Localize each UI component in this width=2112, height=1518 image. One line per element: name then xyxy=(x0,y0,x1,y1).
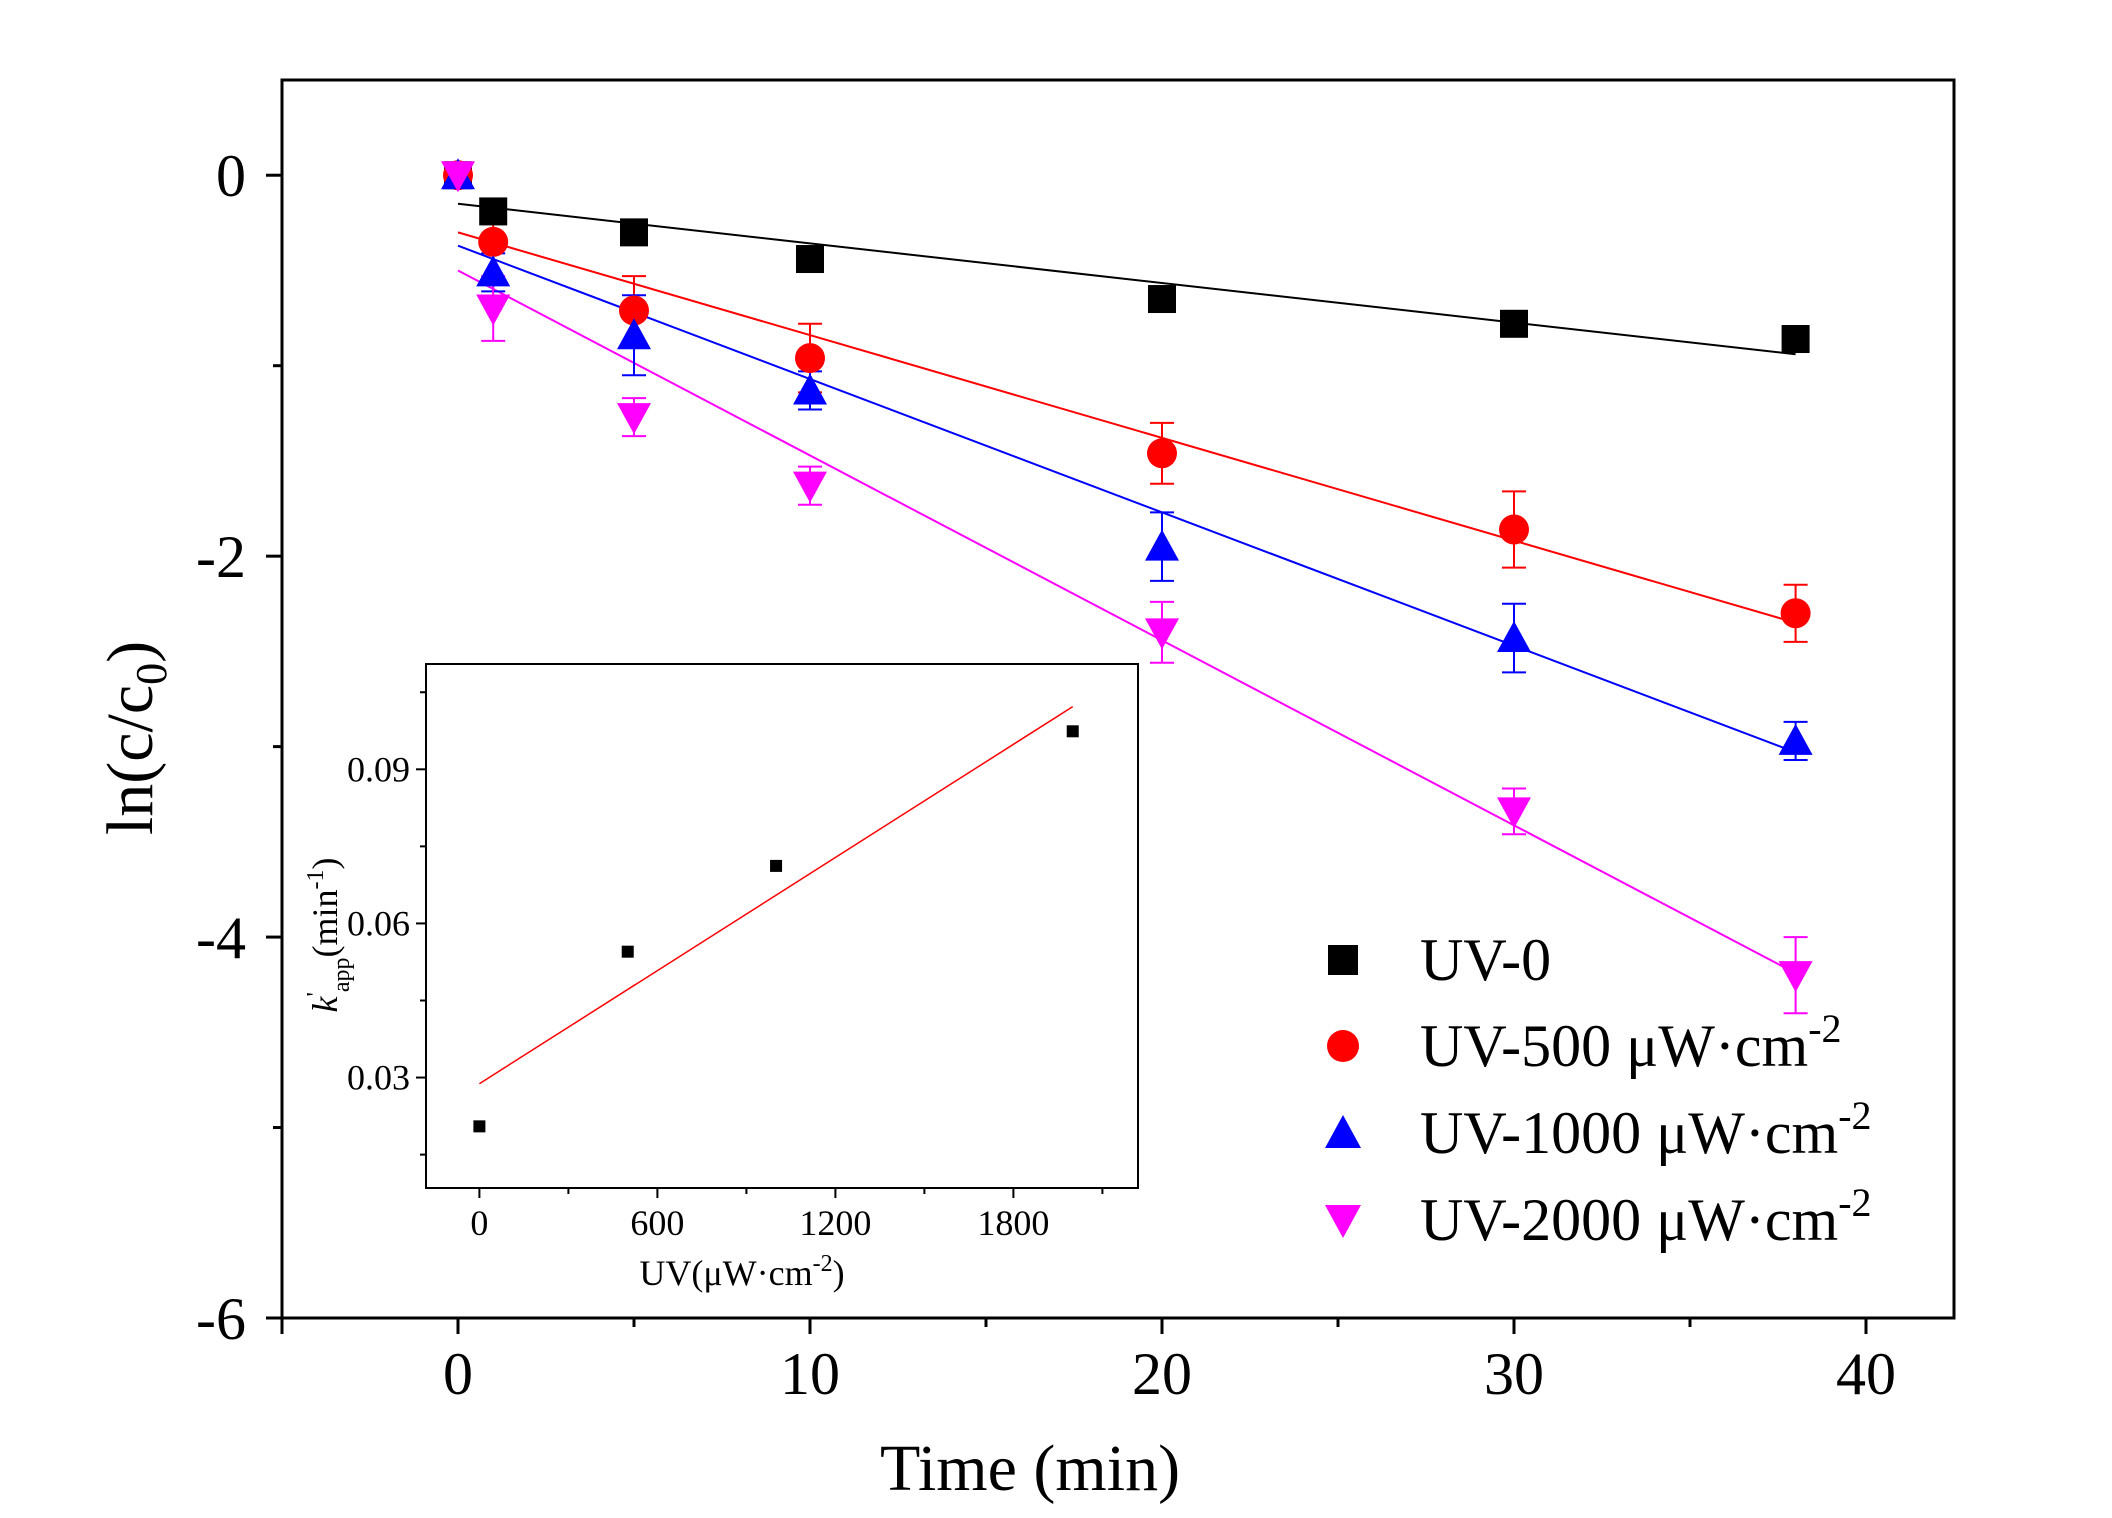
data-point-2 xyxy=(1778,723,1813,755)
legend-label-base-0: UV-0 xyxy=(1420,927,1551,993)
main-y-tick-label: 0 xyxy=(216,143,246,209)
main-y-axis-label: ln(c/c0) xyxy=(94,641,176,835)
legend-label-base-1: UV-500 μW·cm xyxy=(1420,1013,1808,1079)
inset-x-tick-label: 600 xyxy=(630,1203,684,1243)
inset-background xyxy=(426,664,1138,1188)
legend-label-2: UV-1000 μW·cm-2 xyxy=(1420,1093,1872,1166)
main-y-tick-label: -6 xyxy=(196,1286,246,1352)
data-point-1 xyxy=(795,343,825,374)
data-point-1 xyxy=(619,295,649,326)
inset-x-label-base: UV(μW·cm xyxy=(639,1253,812,1293)
data-point-0 xyxy=(620,218,648,247)
inset-data-points xyxy=(473,725,1079,1133)
legend-label-sup-1: -2 xyxy=(1808,1006,1841,1051)
inset-fit-line xyxy=(478,706,1074,1085)
inset-y-axis-label: k'app(min-1) xyxy=(303,858,355,1013)
main-y-label-base: ln(c/c xyxy=(94,685,167,835)
legend-label-3: UV-2000 μW·cm-2 xyxy=(1420,1180,1872,1253)
inset-plot-frame xyxy=(425,663,1139,1189)
inset-y-label-k: k xyxy=(305,995,345,1012)
main-x-tick-label: 10 xyxy=(780,1341,840,1407)
inset-tick-labels: 0 600 1200 1800 0.03 0.06 0.09 xyxy=(347,749,1049,1243)
inset-data-point xyxy=(770,859,783,872)
legend-label-sup-2: -2 xyxy=(1838,1093,1871,1138)
data-point-1 xyxy=(1147,438,1177,469)
data-point-3 xyxy=(1145,618,1179,650)
main-x-axis-label: Time (min) xyxy=(880,1432,1180,1505)
main-y-tick-label: -4 xyxy=(196,905,246,971)
main-data-markers xyxy=(441,158,1813,993)
inset-y-label-mid: (min xyxy=(305,890,345,958)
data-point-3 xyxy=(476,294,511,326)
inset-y-label-sub: app xyxy=(329,958,355,993)
legend-marker-1 xyxy=(1327,1030,1359,1062)
inset-x-label-sup: -2 xyxy=(813,1251,833,1277)
inset-data-point xyxy=(1066,725,1079,738)
inset-y-tick-label: 0.06 xyxy=(347,903,410,943)
data-point-2 xyxy=(1145,529,1179,561)
legend-label-base-2: UV-1000 μW·cm xyxy=(1420,1100,1838,1166)
main-y-tick-label: -2 xyxy=(196,524,246,590)
legend-label-1: UV-500 μW·cm-2 xyxy=(1420,1006,1842,1079)
legend-marker-2 xyxy=(1325,1115,1361,1148)
data-point-0 xyxy=(1148,285,1176,314)
main-y-label-sub: 0 xyxy=(127,663,176,685)
fit-line-1 xyxy=(457,231,1796,624)
legend-label-base-3: UV-2000 μW·cm xyxy=(1420,1187,1838,1253)
main-tick-labels: 0 10 20 30 40 0 -2 -4 -6 xyxy=(196,143,1896,1407)
data-point-1 xyxy=(1499,514,1529,545)
data-point-3 xyxy=(1778,961,1813,993)
inset-y-tick-label: 0.03 xyxy=(347,1058,410,1098)
data-point-0 xyxy=(1500,309,1528,338)
fit-line-2 xyxy=(457,244,1796,754)
main-plot-frame xyxy=(280,78,1956,1320)
main-fit-lines xyxy=(457,202,1797,975)
main-x-tick-label: 40 xyxy=(1836,1341,1896,1407)
main-y-label-tail: ) xyxy=(94,641,167,663)
inset-x-tick-label: 1800 xyxy=(977,1203,1049,1243)
inset-fit-line-segment xyxy=(478,706,1074,1085)
main-x-tick-label: 20 xyxy=(1132,1341,1192,1407)
inset-y-label-tail: ) xyxy=(305,858,345,870)
inset-axis-ticks xyxy=(416,691,1104,1198)
data-point-3 xyxy=(793,471,827,503)
data-point-0 xyxy=(479,197,508,226)
data-point-1 xyxy=(478,226,509,257)
data-point-3 xyxy=(617,403,651,435)
inset-data-point xyxy=(621,945,634,958)
inset-x-axis-label: UV(μW·cm-2) xyxy=(639,1251,844,1293)
legend-label-0: UV-0 xyxy=(1420,927,1551,993)
inset-x-tick-label: 0 xyxy=(470,1203,488,1243)
inset-y-label-sup: -1 xyxy=(303,870,329,890)
legend-marker-3 xyxy=(1325,1205,1361,1238)
fit-line-3 xyxy=(457,269,1797,975)
main-x-tick-label: 0 xyxy=(443,1341,473,1407)
data-point-0 xyxy=(1781,325,1810,354)
inset-y-tick-label: 0.09 xyxy=(347,749,410,789)
data-point-2 xyxy=(1497,621,1531,653)
data-point-3 xyxy=(441,161,475,193)
data-point-0 xyxy=(796,245,824,274)
inset-y-label-prime: ' xyxy=(303,992,329,996)
data-point-1 xyxy=(1780,598,1811,629)
inset-x-label-tail: ) xyxy=(833,1253,845,1293)
inset-x-tick-label: 1200 xyxy=(799,1203,871,1243)
data-point-2 xyxy=(793,373,827,405)
legend-label-sup-3: -2 xyxy=(1838,1180,1871,1225)
inset-data-point xyxy=(473,1120,486,1133)
legend: UV-0UV-500 μW·cm-2UV-1000 μW·cm-2UV-2000… xyxy=(1325,927,1872,1253)
main-x-tick-label: 30 xyxy=(1484,1341,1544,1407)
data-point-3 xyxy=(1497,797,1531,829)
data-point-2 xyxy=(617,318,651,350)
fit-line-0 xyxy=(457,202,1796,356)
legend-marker-0 xyxy=(1328,945,1358,975)
data-point-2 xyxy=(476,255,511,287)
